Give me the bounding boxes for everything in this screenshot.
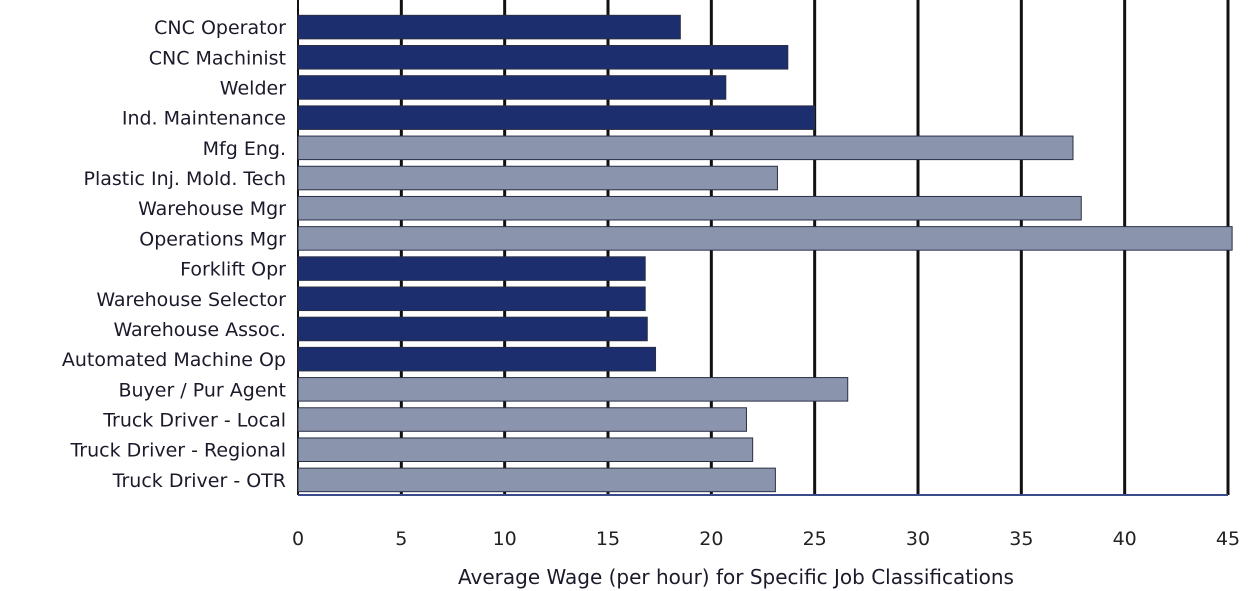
category-label-1: CNC Machinist xyxy=(149,47,286,69)
category-label-14: Truck Driver - Regional xyxy=(69,440,286,462)
category-label-9: Warehouse Selector xyxy=(96,289,286,311)
bar-6 xyxy=(297,195,1082,221)
x-tick-label-15: 15 xyxy=(596,528,620,550)
category-label-11: Automated Machine Op xyxy=(62,349,286,371)
x-tick-labels: 0 5 10 15 20 25 30 35 40 45 xyxy=(292,528,1240,550)
category-label-10: Warehouse Assoc. xyxy=(113,319,286,341)
category-label-8: Forklift Opr xyxy=(180,259,286,281)
x-tick-label-10: 10 xyxy=(493,528,517,550)
bar-8 xyxy=(297,256,646,281)
bar-15 xyxy=(297,467,776,493)
x-tick-label-40: 40 xyxy=(1113,528,1137,550)
bar-14 xyxy=(297,437,754,462)
bar-7 xyxy=(297,226,1233,251)
category-label-4: Mfg Eng. xyxy=(203,138,286,160)
category-label-7: Operations Mgr xyxy=(139,228,286,250)
category-label-5: Plastic Inj. Mold. Tech xyxy=(84,168,287,190)
bar-10 xyxy=(297,316,648,342)
bar-4 xyxy=(297,135,1074,161)
bars xyxy=(297,14,1233,493)
x-axis-title: Average Wage (per hour) for Specific Job… xyxy=(458,565,1014,589)
category-label-13: Truck Driver - Local xyxy=(102,410,286,432)
x-tick-label-20: 20 xyxy=(699,528,723,550)
x-tick-label-35: 35 xyxy=(1009,528,1033,550)
category-label-12: Buyer / Pur Agent xyxy=(118,379,286,401)
bar-0 xyxy=(297,14,681,40)
category-label-0: CNC Operator xyxy=(154,17,286,39)
bar-3 xyxy=(297,105,816,130)
bar-1 xyxy=(297,45,789,70)
x-tick-label-30: 30 xyxy=(906,528,930,550)
x-tick-label-0: 0 xyxy=(292,528,304,550)
category-label-6: Warehouse Mgr xyxy=(138,198,286,220)
bar-11 xyxy=(297,346,657,372)
x-tick-label-25: 25 xyxy=(803,528,827,550)
x-tick-label-45: 45 xyxy=(1216,528,1240,550)
bar-9 xyxy=(297,286,646,312)
bar-12 xyxy=(297,377,849,402)
category-label-15: Truck Driver - OTR xyxy=(112,470,286,492)
category-label-2: Welder xyxy=(220,77,286,99)
category-labels: CNC Operator CNC Machinist Welder Ind. Main… xyxy=(62,17,286,492)
category-label-3: Ind. Maintenance xyxy=(122,108,286,130)
bar-13 xyxy=(297,407,747,432)
x-tick-label-5: 5 xyxy=(395,528,407,550)
bar-2 xyxy=(297,75,727,100)
bar-5 xyxy=(297,165,778,191)
